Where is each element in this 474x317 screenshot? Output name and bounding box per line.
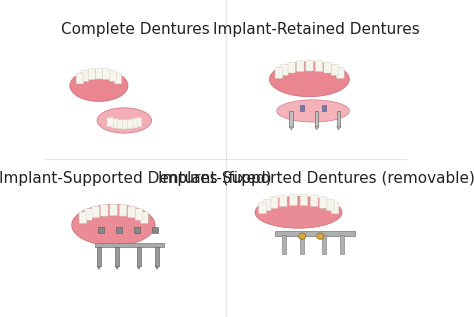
Bar — [137, 247, 141, 266]
Ellipse shape — [72, 204, 155, 246]
Bar — [290, 111, 293, 127]
Bar — [152, 227, 158, 233]
FancyBboxPatch shape — [114, 73, 122, 84]
Bar — [337, 111, 340, 127]
FancyBboxPatch shape — [121, 120, 128, 129]
FancyBboxPatch shape — [100, 205, 108, 216]
FancyBboxPatch shape — [92, 206, 100, 218]
Bar — [300, 105, 304, 111]
FancyBboxPatch shape — [82, 70, 89, 81]
Bar — [282, 235, 286, 254]
Polygon shape — [137, 266, 141, 269]
FancyBboxPatch shape — [288, 62, 295, 73]
Text: Implant-Supported Dentures (removable): Implant-Supported Dentures (removable) — [158, 171, 474, 186]
Bar — [275, 231, 355, 236]
Bar — [322, 105, 326, 111]
Ellipse shape — [255, 197, 342, 228]
FancyBboxPatch shape — [300, 194, 308, 205]
Polygon shape — [97, 266, 101, 269]
Bar — [116, 227, 122, 233]
Bar — [95, 243, 164, 247]
Bar — [300, 235, 304, 254]
FancyBboxPatch shape — [79, 212, 87, 223]
Bar — [115, 247, 119, 266]
Polygon shape — [290, 127, 293, 130]
FancyBboxPatch shape — [76, 73, 83, 84]
Bar — [134, 227, 140, 233]
Ellipse shape — [270, 62, 349, 97]
FancyBboxPatch shape — [319, 197, 327, 208]
FancyBboxPatch shape — [119, 205, 127, 216]
Ellipse shape — [277, 100, 349, 122]
FancyBboxPatch shape — [324, 62, 331, 73]
Circle shape — [317, 233, 324, 239]
FancyBboxPatch shape — [270, 197, 278, 208]
FancyBboxPatch shape — [135, 118, 142, 127]
Bar — [155, 247, 159, 266]
FancyBboxPatch shape — [306, 60, 313, 71]
FancyBboxPatch shape — [109, 70, 117, 81]
Polygon shape — [337, 127, 340, 130]
FancyBboxPatch shape — [315, 61, 323, 72]
FancyBboxPatch shape — [102, 69, 110, 80]
Polygon shape — [155, 266, 159, 269]
Bar — [322, 235, 326, 254]
FancyBboxPatch shape — [88, 69, 95, 80]
Bar — [315, 111, 319, 127]
FancyBboxPatch shape — [111, 119, 118, 128]
Bar — [340, 235, 344, 254]
Bar — [97, 247, 101, 266]
FancyBboxPatch shape — [290, 194, 297, 205]
FancyBboxPatch shape — [331, 64, 339, 75]
Text: Complete Dentures: Complete Dentures — [61, 22, 210, 37]
FancyBboxPatch shape — [116, 120, 122, 129]
Ellipse shape — [97, 108, 152, 133]
FancyBboxPatch shape — [281, 64, 288, 75]
Polygon shape — [315, 127, 319, 130]
FancyBboxPatch shape — [135, 209, 143, 220]
FancyBboxPatch shape — [296, 61, 304, 72]
FancyBboxPatch shape — [110, 204, 118, 216]
Text: Implant-Supported Dentures (fixed): Implant-Supported Dentures (fixed) — [0, 171, 272, 186]
FancyBboxPatch shape — [126, 120, 133, 129]
Text: Implant-Retained Dentures: Implant-Retained Dentures — [213, 22, 420, 37]
FancyBboxPatch shape — [140, 212, 148, 223]
FancyBboxPatch shape — [279, 195, 287, 206]
FancyBboxPatch shape — [327, 199, 334, 211]
FancyBboxPatch shape — [107, 118, 113, 127]
Polygon shape — [115, 266, 119, 269]
FancyBboxPatch shape — [84, 209, 92, 220]
FancyBboxPatch shape — [331, 202, 339, 214]
Ellipse shape — [70, 70, 128, 101]
FancyBboxPatch shape — [128, 206, 136, 218]
Circle shape — [299, 233, 306, 239]
Bar — [98, 227, 104, 233]
FancyBboxPatch shape — [259, 202, 266, 214]
FancyBboxPatch shape — [95, 68, 102, 79]
FancyBboxPatch shape — [310, 195, 318, 206]
FancyBboxPatch shape — [131, 119, 137, 128]
FancyBboxPatch shape — [337, 68, 344, 78]
FancyBboxPatch shape — [263, 199, 271, 211]
FancyBboxPatch shape — [275, 68, 283, 78]
